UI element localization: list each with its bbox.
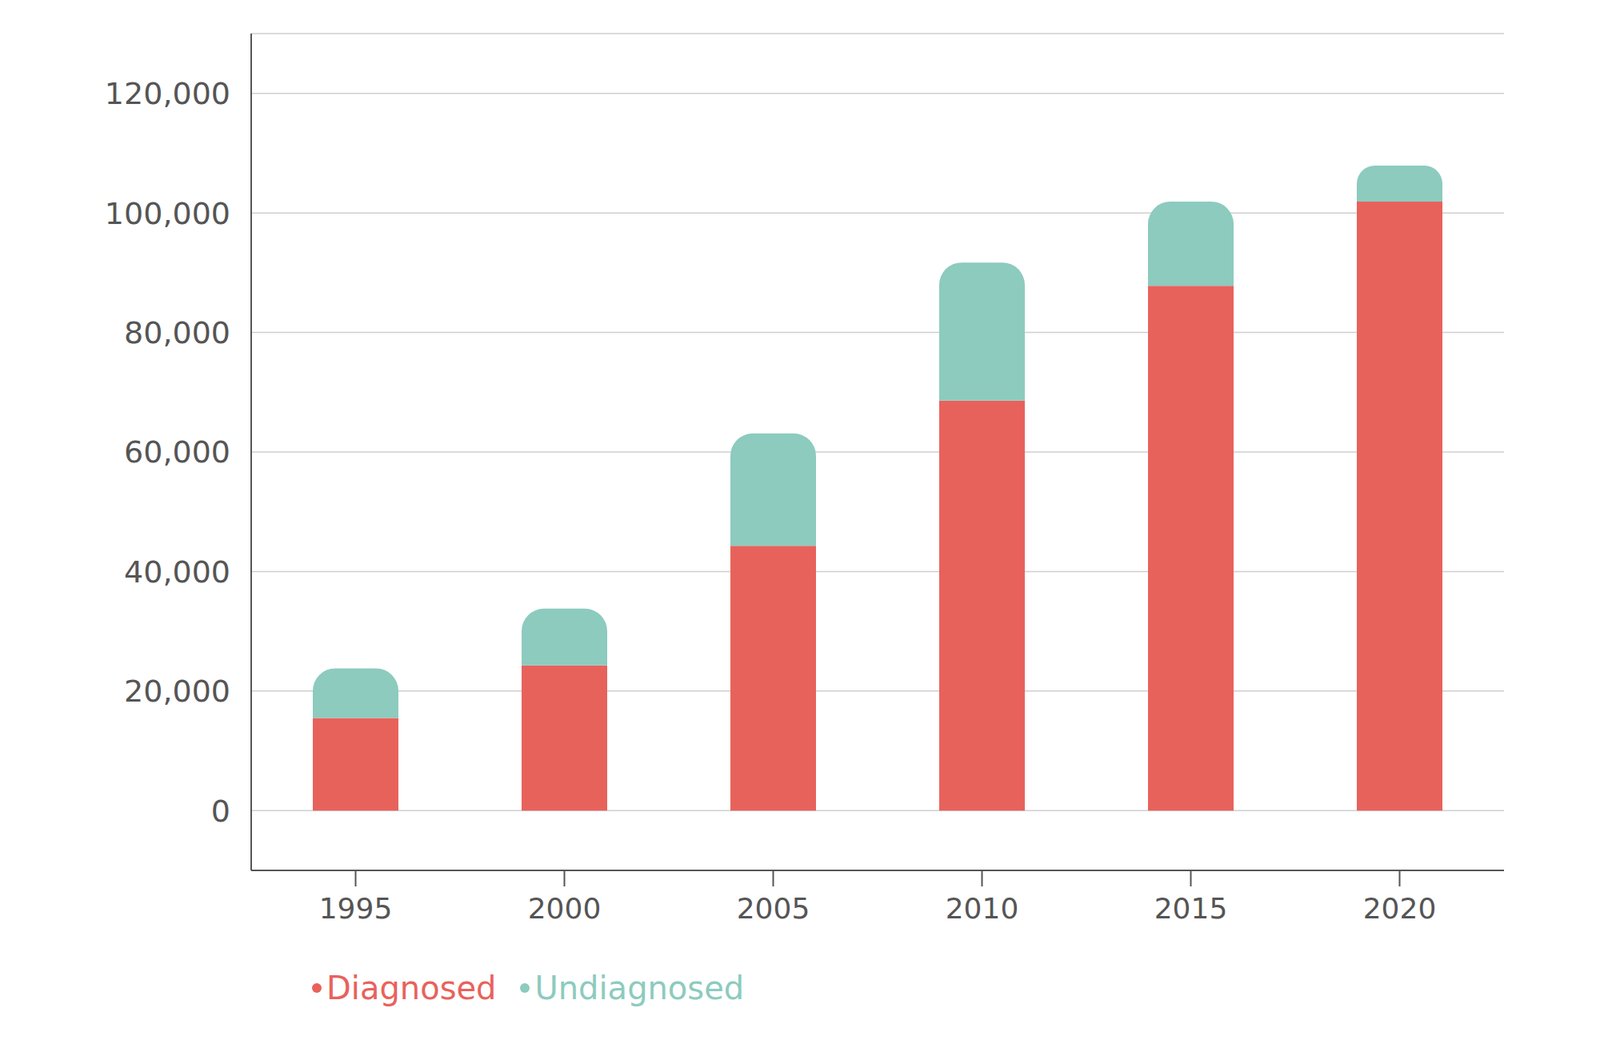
svg-text:2005: 2005: [736, 892, 811, 925]
svg-text:2000: 2000: [528, 892, 602, 925]
svg-text:2010: 2010: [945, 892, 1020, 925]
svg-text:2015: 2015: [1154, 892, 1228, 925]
svg-text:80,000: 80,000: [124, 315, 231, 351]
html-text:Undiagnosed: Undiagnosed: [534, 969, 745, 1007]
html-text:Diagnosed: Diagnosed: [326, 969, 497, 1007]
svg-text:100,000: 100,000: [104, 196, 231, 232]
svg-text:40,000: 40,000: [124, 554, 231, 590]
svg-text:60,000: 60,000: [124, 434, 231, 470]
svg-text:0: 0: [211, 793, 231, 829]
svg-text:1995: 1995: [319, 892, 393, 925]
svg-text:120,000: 120,000: [104, 76, 231, 112]
svg-text:20,000: 20,000: [124, 673, 231, 709]
svg-text:2020: 2020: [1363, 892, 1437, 925]
